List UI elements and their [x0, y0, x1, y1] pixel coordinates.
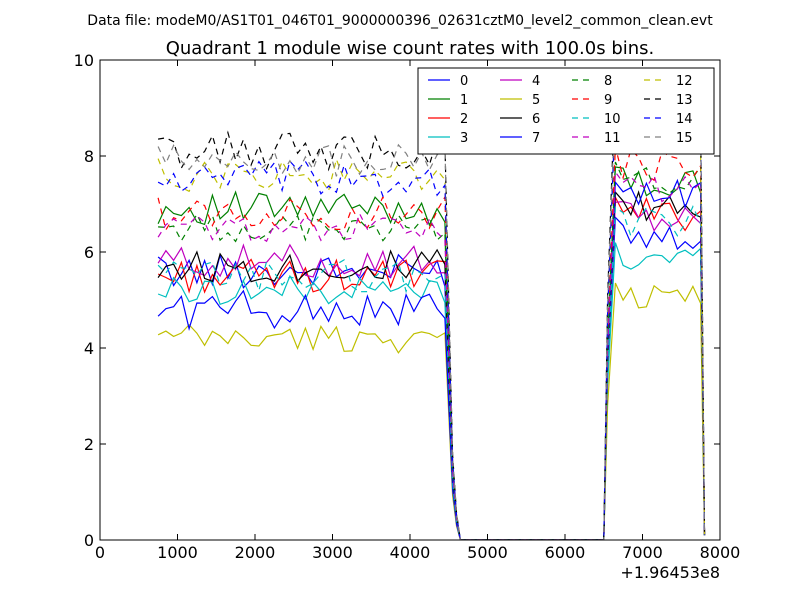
x-tick-label: 7000 [622, 543, 663, 562]
series-line-8 [158, 161, 706, 540]
y-tick-label: 10 [74, 51, 94, 70]
x-tick-label: 3000 [312, 543, 353, 562]
x-tick-label: 8000 [700, 543, 741, 562]
x-offset-label: +1.96453e8 [620, 563, 720, 582]
legend-label-5: 5 [532, 93, 540, 108]
legend-label-15: 15 [676, 131, 693, 146]
y-tick-label: 8 [84, 147, 94, 166]
legend-label-8: 8 [604, 74, 612, 89]
series-layer [157, 76, 706, 540]
series-line-14 [157, 104, 706, 540]
legend-label-14: 14 [676, 112, 693, 127]
series-line-7 [157, 178, 706, 540]
legend-label-0: 0 [460, 74, 468, 89]
legend-label-11: 11 [604, 131, 621, 146]
legend-label-3: 3 [460, 131, 468, 146]
y-tick-label: 2 [84, 435, 94, 454]
figure-suptitle: Data file: modeM0/AS1T01_046T01_90000003… [87, 13, 713, 29]
legend-label-2: 2 [460, 112, 468, 127]
y-tick-label: 6 [84, 243, 94, 262]
x-axis: 0 1000 2000 3000 4000 5000 6000 7000 8000 [95, 60, 740, 562]
series-line-5 [157, 282, 706, 540]
x-tick-label: 4000 [390, 543, 431, 562]
series-line-2 [157, 195, 706, 540]
legend-label-13: 13 [676, 93, 693, 108]
series-line-3 [157, 242, 706, 540]
series-line-9 [157, 146, 706, 540]
series-line-4 [157, 200, 706, 540]
series-line-15 [157, 91, 706, 540]
legend-label-10: 10 [604, 112, 621, 127]
x-tick-label: 6000 [545, 543, 586, 562]
legend-label-1: 1 [460, 93, 468, 108]
legend-label-9: 9 [604, 93, 612, 108]
y-tick-label: 0 [84, 531, 94, 550]
legend-label-4: 4 [532, 74, 540, 89]
y-tick-label: 4 [84, 339, 94, 358]
legend-label-12: 12 [676, 74, 693, 89]
series-line-6 [157, 190, 706, 540]
x-tick-label: 2000 [235, 543, 276, 562]
series-line-11 [157, 170, 706, 540]
legend-label-6: 6 [532, 112, 540, 127]
x-tick-label: 1000 [157, 543, 198, 562]
x-tick-label: 5000 [467, 543, 508, 562]
legend-label-7: 7 [532, 131, 540, 146]
series-line-10 [157, 205, 706, 540]
chart-title: Quadrant 1 module wise count rates with … [166, 38, 655, 59]
x-tick-label: 0 [95, 543, 105, 562]
series-line-0 [157, 215, 706, 540]
legend-box [417, 67, 715, 155]
